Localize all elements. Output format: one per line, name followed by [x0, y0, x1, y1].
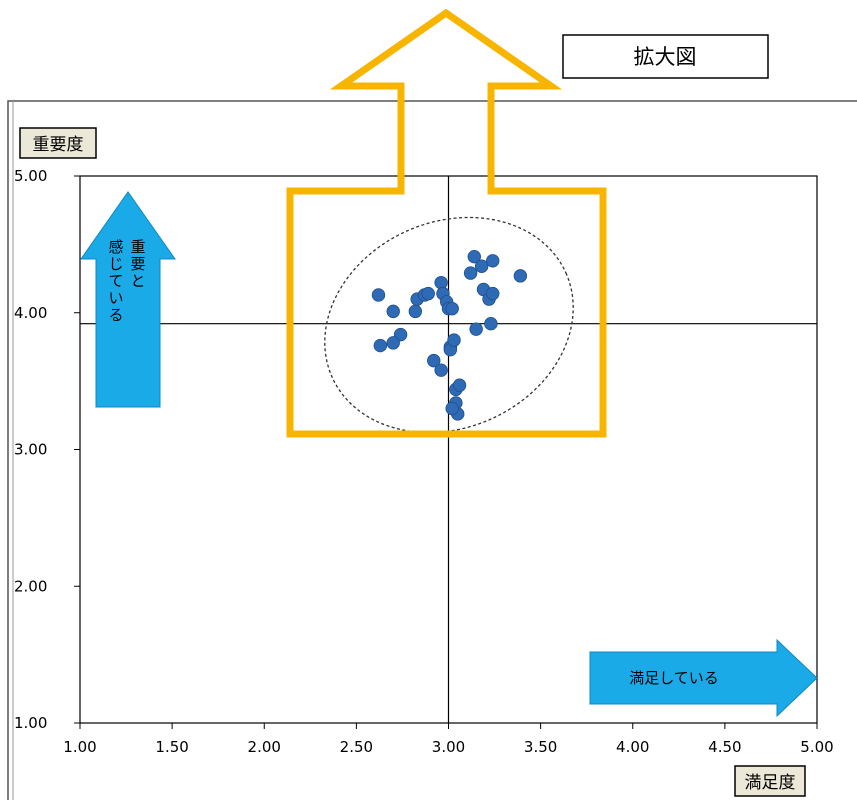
data-point [408, 304, 423, 319]
x-axis-label: 満足度 [745, 773, 796, 793]
data-point [474, 259, 489, 273]
x-tick-label: 1.50 [155, 738, 188, 756]
x-tick-label: 1.00 [63, 738, 96, 756]
data-point [427, 353, 441, 368]
importance-arrow-label-col1: 重要と [130, 238, 145, 290]
x-tick-label: 4.50 [708, 738, 741, 756]
data-point [469, 322, 483, 336]
data-point [434, 275, 448, 290]
reference-lines [80, 176, 817, 723]
data-point [373, 338, 388, 353]
data-point [386, 336, 400, 350]
zoom-callout-box [562, 34, 769, 79]
x-axis-label-box [734, 765, 806, 797]
data-point [467, 249, 481, 264]
data-point [371, 288, 386, 302]
data-point [486, 254, 500, 268]
x-tick-label: 3.50 [524, 738, 557, 756]
importance-up-arrow [80, 191, 176, 408]
y-tick-label: 5.00 [14, 167, 47, 185]
data-point [484, 316, 498, 331]
data-points [371, 249, 528, 421]
data-point [386, 304, 400, 319]
x-tick-label: 4.00 [616, 738, 649, 756]
importance-arrow-label-col2: 感じている [108, 238, 123, 324]
data-point [486, 286, 500, 301]
highlight-zoom-outline [286, 8, 607, 438]
x-tick-label: 2.50 [340, 738, 373, 756]
satisfaction-right-arrow [589, 638, 818, 718]
axis-ticks: 1.00 1.50 2.00 2.50 3.00 3.50 4.00 4.50 5.00 5.00… [14, 167, 834, 756]
data-point [513, 269, 528, 283]
y-tick-label: 4.00 [14, 304, 47, 322]
data-point [447, 333, 461, 347]
y-tick-label: 3.00 [14, 441, 47, 459]
y-axis-label-box [19, 127, 97, 159]
x-tick-label: 2.00 [248, 738, 281, 756]
x-tick-label: 5.00 [800, 738, 833, 756]
data-point [434, 363, 448, 377]
y-tick-label: 1.00 [14, 714, 47, 732]
data-point [445, 401, 459, 416]
data-point [452, 378, 467, 392]
data-point [421, 286, 435, 301]
data-point [463, 266, 478, 280]
cluster-ellipse [324, 216, 574, 434]
zoom-callout-label: 拡大図 [634, 45, 697, 69]
data-point [445, 301, 459, 316]
x-tick-label: 3.00 [432, 738, 465, 756]
y-axis-label: 重要度 [33, 135, 84, 155]
y-tick-label: 2.00 [14, 577, 47, 595]
satisfaction-arrow-label: 満足している [629, 669, 719, 687]
